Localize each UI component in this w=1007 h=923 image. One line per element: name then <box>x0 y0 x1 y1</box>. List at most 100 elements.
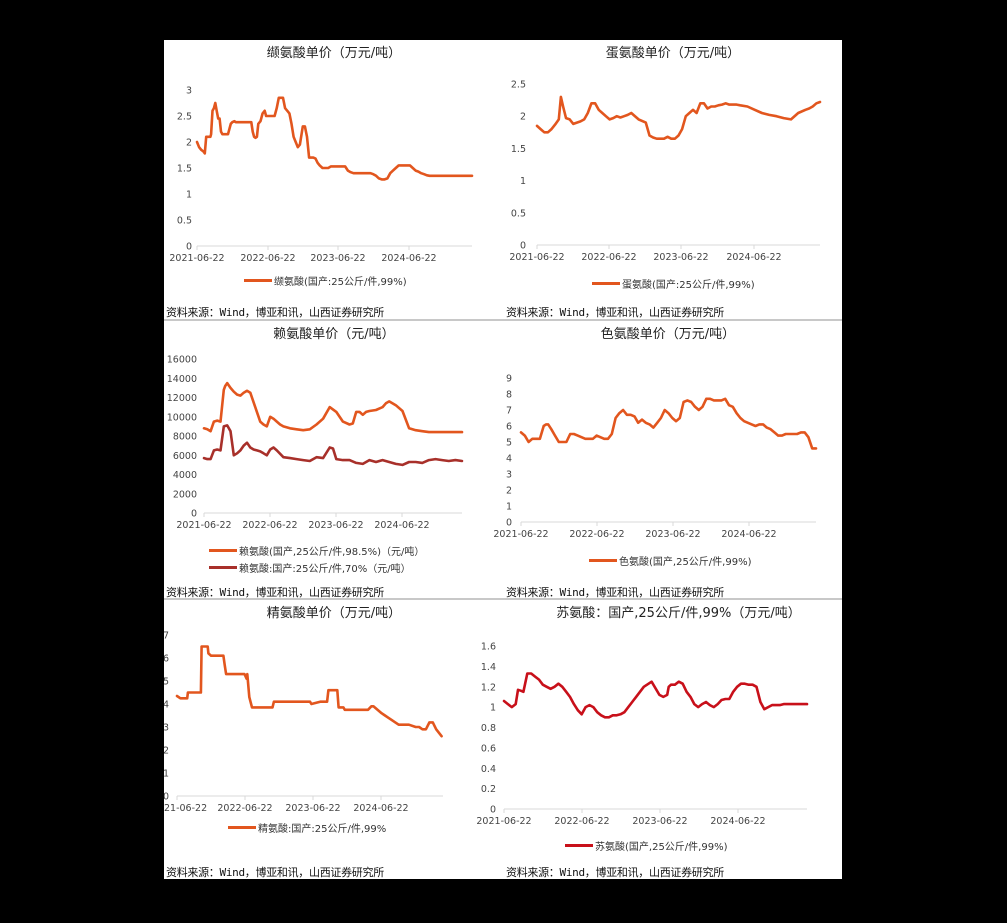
y-tick-label: 4 <box>506 454 512 465</box>
source-note: 资料来源：Wind，博亚和讯，山西证券研究所 <box>166 306 384 319</box>
x-tick-label: 2024-06-22 <box>726 252 781 263</box>
chart-title: 缬氨酸单价（万元/吨） <box>266 46 402 61</box>
data-series-line <box>502 672 809 719</box>
y-tick-label: 0 <box>164 792 169 803</box>
legend-label: 蛋氨酸(国产:25公斤/件,99%) <box>622 280 755 291</box>
x-tick-label: 2021-06-22 <box>494 529 549 540</box>
y-tick-label: 0 <box>186 242 192 253</box>
legend-swatch <box>209 566 237 569</box>
y-tick-label: 1.6 <box>481 642 496 653</box>
y-tick-label: 9 <box>506 374 512 385</box>
x-tick-label: 2023-06-22 <box>310 253 365 264</box>
y-tick-label: 5 <box>164 677 169 688</box>
chart-title: 蛋氨酸单价（万元/吨） <box>605 46 741 61</box>
x-tick-label: 2024-06-22 <box>353 803 408 814</box>
y-tick-label: 2.5 <box>511 80 526 91</box>
y-tick-label: 1 <box>490 703 496 714</box>
legend-label: 缬氨酸(国产:25公斤/件,99%) <box>274 277 407 288</box>
legend: 精氨酸:国产:25公斤/件,99% <box>228 820 386 835</box>
y-tick-label: 6000 <box>173 451 197 462</box>
x-tick-label: 2022-06-22 <box>581 252 636 263</box>
legend: 色氨酸(国产,25公斤/件,99%) <box>589 553 751 568</box>
row-divider <box>164 319 842 321</box>
data-series-line <box>195 96 474 181</box>
y-tick-label: 12000 <box>167 393 197 404</box>
x-tick-label: 2021-06-22 <box>509 252 564 263</box>
legend-label: 苏氨酸(国产,25公斤/件,99%) <box>595 842 728 853</box>
y-tick-label: 0.5 <box>511 208 526 219</box>
panel-lysine: 赖氨酸单价（元/吨） 2021-06-22 2022-06-22 2023-06-2… <box>164 321 504 598</box>
y-tick-label: 6 <box>164 654 169 665</box>
y-tick-label: 1 <box>186 190 192 201</box>
line-chart-arginine: 21-06-22 2022-06-22 2023-06-22 2024-06-22 0 1… <box>164 631 443 814</box>
data-series-line <box>202 381 464 434</box>
x-tick-label: 2024-06-22 <box>381 253 436 264</box>
data-series-line <box>519 397 818 450</box>
y-tick-label: 0.6 <box>481 743 496 754</box>
y-tick-label: 1 <box>506 502 512 513</box>
y-tick-label: 1 <box>520 176 526 187</box>
legend-swatch <box>592 282 620 285</box>
y-tick-label: 3 <box>164 723 169 734</box>
x-tick-label: 2022-06-22 <box>240 253 295 264</box>
chart-sheet: 缬氨酸单价（万元/吨） 2021-06-22 2022-06-22 2023-06-… <box>164 40 842 879</box>
x-tick-label: 2023-06-22 <box>632 816 687 827</box>
chart-title: 苏氨酸：国产,25公斤/件,99%（万元/吨） <box>556 606 801 621</box>
panel-threonine: 苏氨酸：国产,25公斤/件,99%（万元/吨） 2021-06-22 2022-0… <box>475 600 842 879</box>
legend: 蛋氨酸(国产:25公斤/件,99%) <box>592 276 755 291</box>
source-note: 资料来源：Wind，博亚和讯，山西证券研究所 <box>166 586 384 598</box>
legend: 赖氨酸(国产,25公斤/件,98.5%)（元/吨） <box>209 543 424 558</box>
x-tick-label: 2023-06-22 <box>285 803 340 814</box>
legend: 苏氨酸(国产,25公斤/件,99%) <box>565 838 727 853</box>
x-tick-label: 2023-06-22 <box>645 529 700 540</box>
line-chart-methionine: 2021-06-22 2022-06-22 2023-06-22 2024-06-22… <box>509 80 822 263</box>
row-divider <box>164 598 842 600</box>
x-tick-label: 2022-06-22 <box>242 520 297 531</box>
y-tick-label: 0 <box>191 509 197 520</box>
y-tick-label: 2 <box>186 138 192 149</box>
legend-swatch <box>589 559 617 562</box>
line-chart-lysine: 2021-06-22 2022-06-22 2023-06-22 2024-06-22… <box>167 355 464 531</box>
x-tick-label: 2022-06-22 <box>217 803 272 814</box>
y-tick-label: 0 <box>490 805 496 816</box>
source-note: 资料来源：Wind，博亚和讯，山西证券研究所 <box>506 586 724 598</box>
y-tick-label: 0 <box>520 241 526 252</box>
x-tick-label: 2024-06-22 <box>721 529 776 540</box>
panel-methionine: 蛋氨酸单价（万元/吨） 2021-06-22 2022-06-22 2023-06-… <box>504 40 842 319</box>
chart-title: 精氨酸单价（万元/吨） <box>266 606 402 621</box>
data-series-line <box>535 95 822 140</box>
legend: 缬氨酸(国产:25公斤/件,99%) <box>244 273 407 288</box>
y-tick-label: 6 <box>506 422 512 433</box>
y-tick-label: 7 <box>506 406 512 417</box>
y-tick-label: 1.2 <box>481 682 496 693</box>
y-tick-label: 7 <box>164 631 169 642</box>
chart-title: 赖氨酸单价（元/吨） <box>273 327 395 342</box>
source-note: 资料来源：Wind，博亚和讯，山西证券研究所 <box>506 306 724 319</box>
x-tick-label: 2021-06-22 <box>476 816 531 827</box>
y-tick-label: 2 <box>506 486 512 497</box>
line-chart-valine: 2021-06-22 2022-06-22 2023-06-22 2024-06-22… <box>169 86 474 264</box>
y-tick-label: 2 <box>164 746 169 757</box>
data-series-line <box>175 645 443 738</box>
y-tick-label: 0.4 <box>481 764 496 775</box>
y-tick-label: 0.8 <box>481 723 496 734</box>
legend-label: 精氨酸:国产:25公斤/件,99% <box>258 824 387 835</box>
legend-swatch <box>209 549 237 552</box>
source-note: 资料来源：Wind，博亚和讯，山西证券研究所 <box>166 866 384 879</box>
x-tick-label: 2023-06-22 <box>308 520 363 531</box>
legend-swatch <box>565 844 593 847</box>
data-series-line <box>202 424 464 467</box>
y-tick-label: 0.2 <box>481 784 496 795</box>
line-chart-threonine: 2021-06-22 2022-06-22 2023-06-22 2024-06-22… <box>476 642 809 827</box>
y-tick-label: 2 <box>520 112 526 123</box>
y-tick-label: 1.5 <box>511 144 526 155</box>
x-tick-label: 2021-06-22 <box>176 520 231 531</box>
y-tick-label: 10000 <box>167 412 197 423</box>
x-tick-label: 2024-06-22 <box>710 816 765 827</box>
x-tick-label: 21-06-22 <box>164 803 207 814</box>
panel-tryptophan: 色氨酸单价（万元/吨） 2021-06-22 2022-06-22 2023-06-… <box>494 321 842 598</box>
panel-arginine: 精氨酸单价（万元/吨） 21-06-22 2022-06-22 2023-06-22… <box>164 600 504 879</box>
y-tick-label: 14000 <box>167 374 197 385</box>
legend-label: 色氨酸(国产,25公斤/件,99%) <box>619 557 752 568</box>
y-tick-label: 1.5 <box>177 164 192 175</box>
